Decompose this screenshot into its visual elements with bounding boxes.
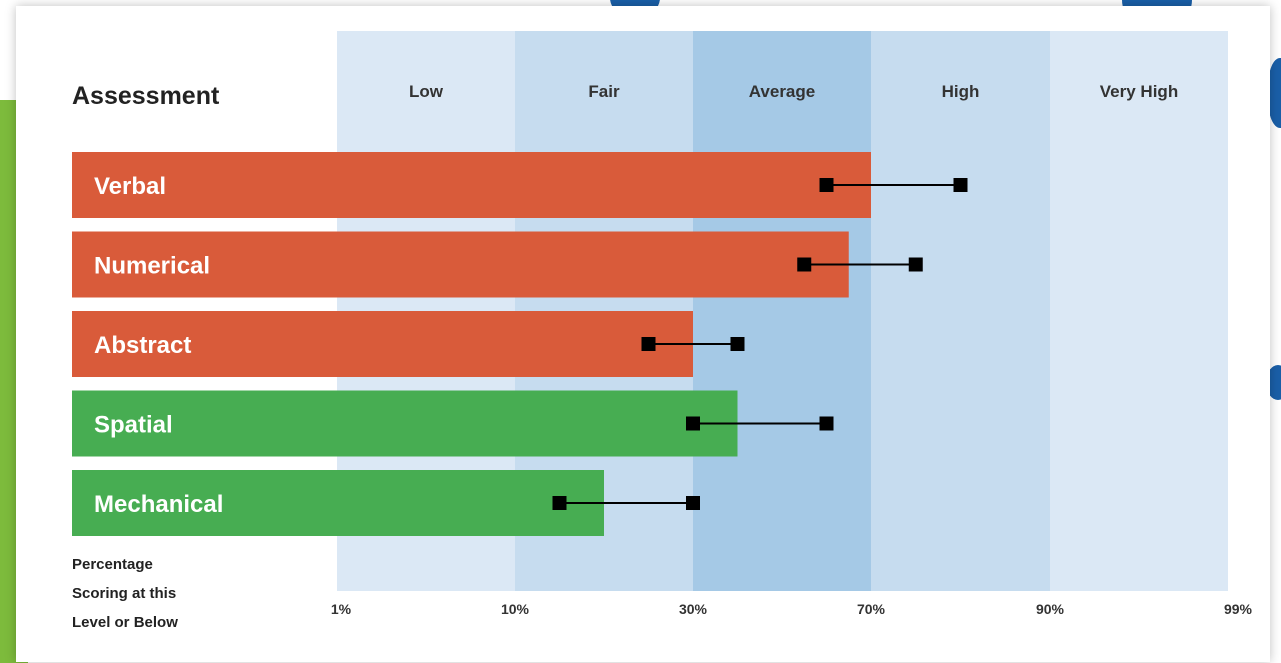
bar-row: Numerical bbox=[72, 231, 923, 298]
band-label: Average bbox=[749, 82, 815, 101]
range-marker-high bbox=[819, 416, 834, 431]
band-label-group: Low Fair Average High Very High bbox=[409, 82, 1178, 101]
range-marker-low bbox=[552, 496, 567, 510]
x-tick-label: 10% bbox=[501, 601, 530, 617]
range-marker-high bbox=[686, 496, 700, 510]
range-marker-high bbox=[730, 337, 745, 351]
range-marker-high bbox=[953, 178, 968, 192]
band-very-high bbox=[1050, 31, 1228, 591]
band-high bbox=[871, 31, 1050, 591]
x-axis-label: Percentage Scoring at this Level or Belo… bbox=[72, 556, 178, 631]
bar-group: Verbal Numerical Abstract Spatial Mechanical bbox=[72, 152, 968, 536]
x-axis-label-line: Percentage bbox=[72, 556, 153, 573]
x-tick-label: 1% bbox=[331, 601, 352, 617]
background-blue-shape bbox=[1268, 58, 1281, 128]
bar-row: Mechanical bbox=[72, 470, 700, 536]
x-tick-group: 1% 10% 30% 70% 90% 99% bbox=[331, 601, 1253, 617]
range-marker-low bbox=[797, 257, 812, 272]
band-label: High bbox=[942, 82, 980, 101]
bar-label: Spatial bbox=[94, 412, 173, 439]
bar-row: Abstract bbox=[72, 311, 745, 377]
bar-label: Mechanical bbox=[94, 491, 223, 518]
bar-label: Verbal bbox=[94, 173, 166, 200]
bar bbox=[72, 470, 604, 536]
x-tick-label: 99% bbox=[1224, 601, 1253, 617]
chart-title: Assessment bbox=[72, 82, 220, 110]
range-marker-low bbox=[641, 337, 656, 351]
bar bbox=[72, 152, 871, 218]
range-marker-low bbox=[686, 416, 700, 431]
x-tick-label: 90% bbox=[1036, 601, 1065, 617]
bar-row: Verbal bbox=[72, 152, 968, 218]
bar bbox=[72, 311, 693, 377]
band-label: Fair bbox=[588, 82, 620, 101]
x-tick-label: 30% bbox=[679, 601, 708, 617]
bar-label: Numerical bbox=[94, 253, 210, 280]
range-marker-high bbox=[908, 257, 923, 272]
bar-row: Spatial bbox=[72, 390, 834, 457]
band-label: Low bbox=[409, 82, 444, 101]
x-tick-label: 70% bbox=[857, 601, 886, 617]
x-axis-label-line: Level or Below bbox=[72, 614, 178, 631]
x-axis-label-line: Scoring at this bbox=[72, 585, 176, 602]
bar bbox=[72, 390, 738, 457]
range-marker-low bbox=[819, 178, 834, 192]
band-average bbox=[693, 31, 871, 591]
band-label: Very High bbox=[1100, 82, 1178, 101]
bar-label: Abstract bbox=[94, 332, 191, 359]
bar bbox=[72, 231, 849, 298]
